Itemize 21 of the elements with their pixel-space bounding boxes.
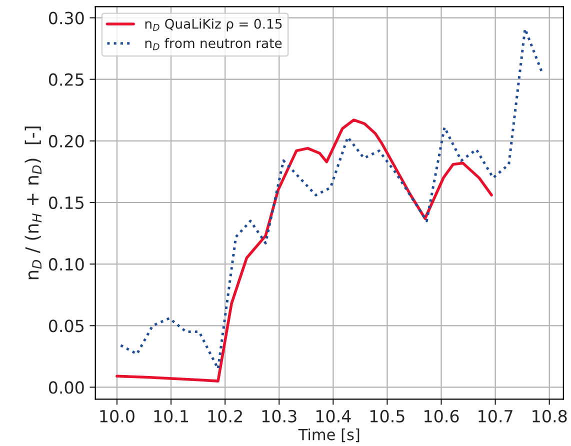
legend-label: n$_{D}$ from neutron rate <box>145 38 282 50</box>
x-tick-label: 10.8 <box>532 410 567 422</box>
x-tick-label: 10.0 <box>100 410 134 422</box>
x-tick-label: 10.7 <box>478 410 512 422</box>
x-tick-label: 10.4 <box>316 410 351 422</box>
x-tick-label: 10.3 <box>262 410 296 422</box>
x-tick-label: 10.2 <box>208 410 242 422</box>
x-tick-label: 10.5 <box>370 410 404 422</box>
line-series <box>116 118 493 382</box>
y-tick-label: 0.20 <box>48 134 84 148</box>
y-tick-label: 0.00 <box>48 381 84 394</box>
y-axis-title: n$_{D}$ / (n$_{H}$ + n$_{D}$) [-] <box>24 126 42 280</box>
x-tick-label: 10.6 <box>424 410 459 422</box>
y-tick-label: 0.15 <box>48 196 84 210</box>
y-tick-label: 0.30 <box>48 12 84 24</box>
y-tick-label: 0.10 <box>48 258 84 271</box>
y-tick-label: 0.25 <box>48 73 84 86</box>
x-axis-title: Time [s] <box>298 428 360 442</box>
y-tick-label: 0.05 <box>48 320 84 332</box>
legend-label: n$_{D}$ QuaLiKiz ρ = 0.15 <box>145 18 282 32</box>
x-tick-label: 10.1 <box>154 410 188 422</box>
